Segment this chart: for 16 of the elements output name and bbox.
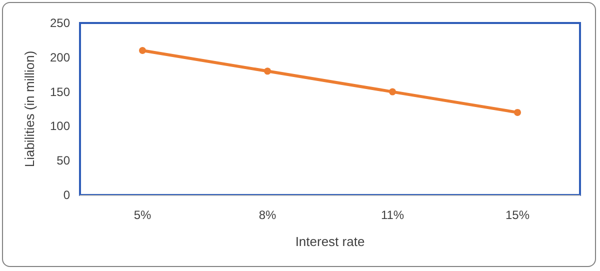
y-tick-label: 250 <box>50 16 70 30</box>
point <box>389 88 396 96</box>
point <box>264 68 271 75</box>
x-tick-label: 5% <box>134 208 152 222</box>
y-tick-label: 150 <box>50 84 70 99</box>
y-axis-title: Liabilities (in million) <box>22 50 37 168</box>
y-tick-label: 100 <box>50 119 70 134</box>
x-tick-label: 8% <box>258 208 276 222</box>
x-tick-label: 11% <box>380 208 404 222</box>
y-tick-label: 50 <box>56 154 70 168</box>
y-tick-label: 0 <box>63 188 70 202</box>
point <box>514 108 521 116</box>
x-tick-label: 15% <box>505 208 530 222</box>
point <box>139 47 146 54</box>
x-axis-title: Interest rate <box>295 234 365 249</box>
y-tick-label: 200 <box>50 50 70 64</box>
